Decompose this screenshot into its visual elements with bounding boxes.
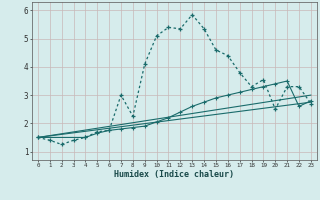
X-axis label: Humidex (Indice chaleur): Humidex (Indice chaleur) [115, 170, 234, 179]
